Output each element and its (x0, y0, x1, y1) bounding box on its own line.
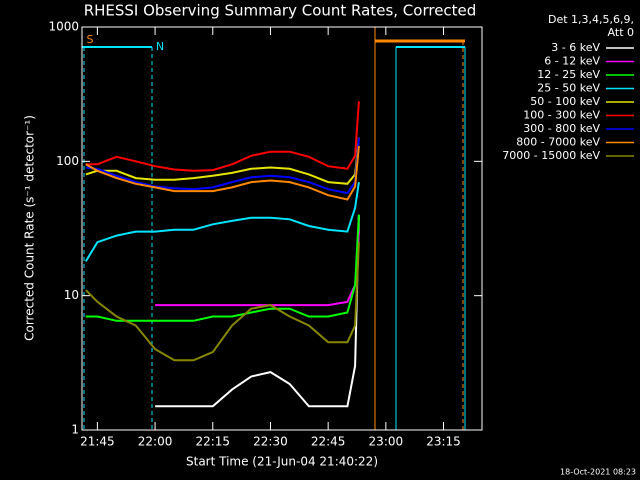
y-tick-label: 100 (56, 154, 79, 168)
y-tick-label: 1000 (48, 20, 79, 34)
series-line (155, 214, 360, 408)
legend-label: 300 - 800 keV (523, 122, 600, 135)
legend-label: 50 - 100 keV (530, 95, 600, 108)
legend-label: 25 - 50 keV (537, 82, 600, 95)
x-tick-label: 21:45 (80, 435, 115, 449)
series-line (84, 181, 360, 262)
flag-label: N (156, 40, 164, 53)
x-tick-label: 23:00 (369, 435, 404, 449)
plot-frame (81, 26, 483, 431)
series-line (85, 101, 360, 172)
legend-label: 12 - 25 keV (537, 68, 600, 81)
plot-lines (84, 101, 360, 408)
chart-title: RHESSI Observing Summary Count Rates, Co… (84, 2, 477, 20)
x-axis-label: Start Time (21-Jun-04 21:40:22) (186, 455, 378, 469)
legend-label: 7000 - 15000 keV (502, 149, 600, 162)
flags (82, 27, 466, 430)
legend-title: Det 1,3,4,5,6,9, (548, 13, 634, 26)
y-axis-label: Corrected Count Rate (s⁻¹ detector⁻¹) (23, 115, 37, 341)
series-line (85, 137, 360, 185)
x-tick-label: 22:30 (253, 435, 288, 449)
series-line (85, 242, 360, 362)
series-line (85, 137, 360, 195)
legend-label: 6 - 12 keV (544, 55, 600, 68)
legend-label: 800 - 7000 keV (516, 136, 600, 149)
x-tick-label: 22:00 (138, 435, 173, 449)
flag-label: S (87, 33, 94, 46)
legend-label: 3 - 6 keV (551, 41, 600, 54)
series-line (155, 231, 360, 307)
series-line (85, 214, 360, 322)
legend-label: 100 - 300 keV (523, 109, 600, 122)
y-tick-label: 1 (71, 423, 79, 437)
x-tick-label: 22:15 (195, 435, 230, 449)
timestamp: 18-Oct-2021 08:23 (560, 468, 636, 477)
y-tick-label: 10 (64, 288, 79, 302)
legend-title: Att 0 (608, 26, 634, 39)
x-tick-label: 22:45 (311, 435, 346, 449)
x-tick-label: 23:15 (426, 435, 461, 449)
series-line (85, 145, 360, 201)
